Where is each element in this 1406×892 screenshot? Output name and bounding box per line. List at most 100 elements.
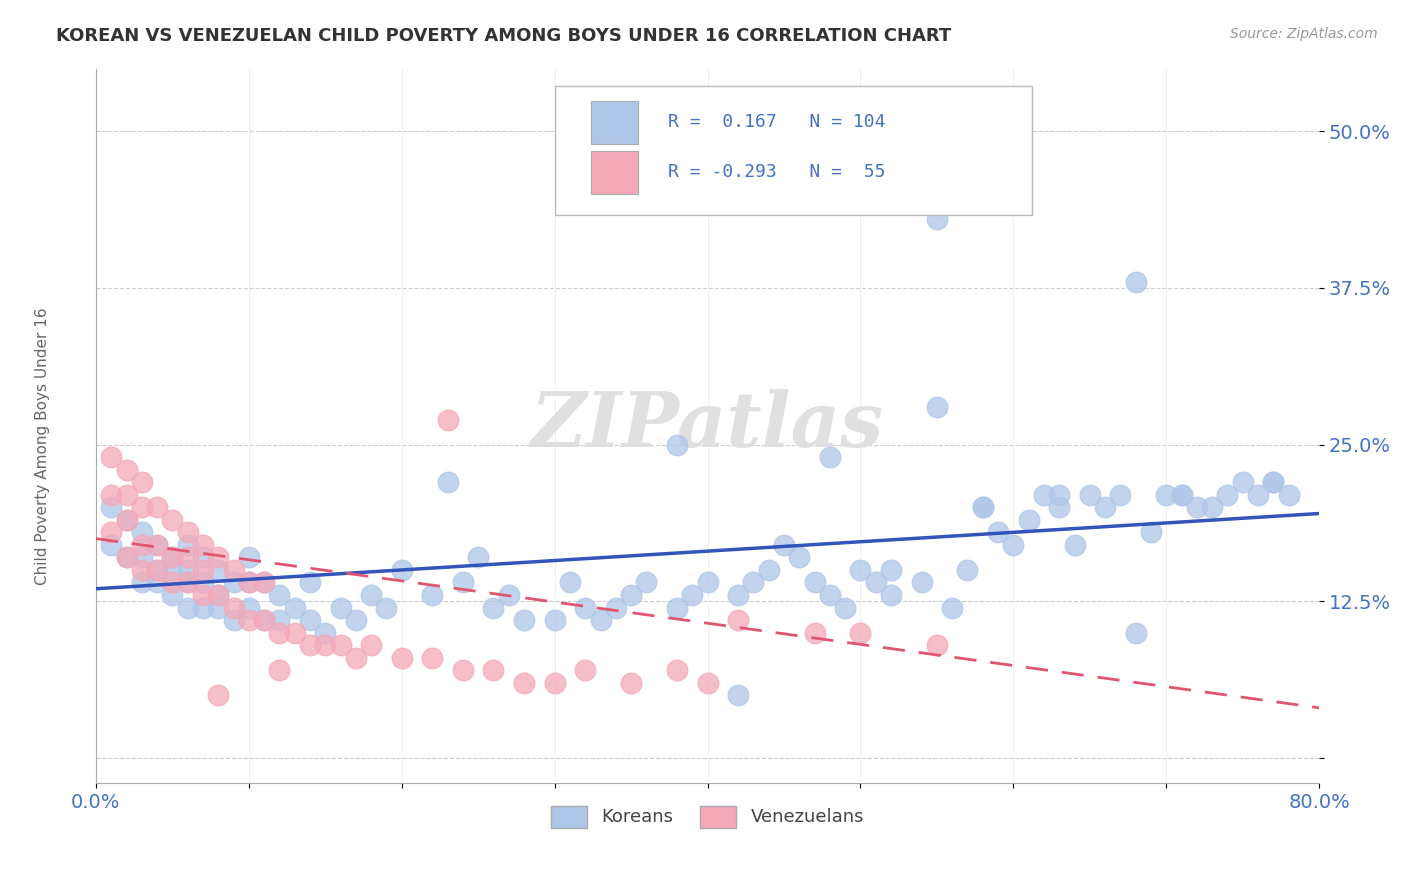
Point xyxy=(131,475,153,490)
Point xyxy=(803,625,825,640)
Point xyxy=(176,575,198,590)
Point xyxy=(131,525,153,540)
Point xyxy=(298,575,321,590)
Text: R =  0.167   N = 104: R = 0.167 N = 104 xyxy=(668,113,886,131)
Point xyxy=(498,588,520,602)
Point xyxy=(131,550,153,565)
Point xyxy=(956,563,979,577)
Point xyxy=(925,638,948,652)
Text: Source: ZipAtlas.com: Source: ZipAtlas.com xyxy=(1230,27,1378,41)
Point xyxy=(1125,275,1147,289)
Point xyxy=(238,575,260,590)
Point xyxy=(620,675,643,690)
Point xyxy=(162,563,184,577)
Point xyxy=(115,488,138,502)
Point xyxy=(238,575,260,590)
Point xyxy=(162,550,184,565)
Point xyxy=(1125,625,1147,640)
Point xyxy=(620,588,643,602)
Point xyxy=(269,663,291,677)
Point xyxy=(1232,475,1254,490)
Point xyxy=(176,550,198,565)
Point xyxy=(558,575,581,590)
Point xyxy=(1018,513,1040,527)
Point xyxy=(467,550,489,565)
Point xyxy=(1170,488,1192,502)
Point xyxy=(482,600,505,615)
Point xyxy=(115,463,138,477)
Point xyxy=(100,500,122,515)
Point xyxy=(391,563,413,577)
Point xyxy=(1185,500,1208,515)
Point xyxy=(865,575,887,590)
Text: Child Poverty Among Boys Under 16: Child Poverty Among Boys Under 16 xyxy=(35,307,49,585)
Point xyxy=(727,613,749,627)
Point xyxy=(849,625,872,640)
Point xyxy=(222,563,245,577)
Point xyxy=(636,575,658,590)
Point xyxy=(162,575,184,590)
Text: KOREAN VS VENEZUELAN CHILD POVERTY AMONG BOYS UNDER 16 CORRELATION CHART: KOREAN VS VENEZUELAN CHILD POVERTY AMONG… xyxy=(56,27,952,45)
Point xyxy=(115,513,138,527)
Point xyxy=(880,588,903,602)
Point xyxy=(253,575,276,590)
Point xyxy=(1263,475,1285,490)
Point xyxy=(115,550,138,565)
Point xyxy=(238,550,260,565)
Point xyxy=(176,575,198,590)
Point xyxy=(146,563,169,577)
Point xyxy=(482,663,505,677)
Point xyxy=(191,600,214,615)
Point xyxy=(543,613,565,627)
Point xyxy=(818,450,841,464)
Text: R = -0.293   N =  55: R = -0.293 N = 55 xyxy=(668,163,886,181)
Point xyxy=(420,650,443,665)
Point xyxy=(665,663,688,677)
Point xyxy=(207,688,229,702)
Text: ZIPatlas: ZIPatlas xyxy=(531,389,884,463)
Point xyxy=(436,475,458,490)
Point xyxy=(1002,538,1025,552)
Point xyxy=(298,638,321,652)
Point xyxy=(834,600,856,615)
Point xyxy=(314,638,336,652)
Point xyxy=(115,550,138,565)
Point xyxy=(574,600,596,615)
FancyBboxPatch shape xyxy=(554,87,1032,215)
Point xyxy=(207,563,229,577)
Point xyxy=(696,675,718,690)
Point xyxy=(146,575,169,590)
Point xyxy=(543,675,565,690)
Point xyxy=(605,600,627,615)
Point xyxy=(1216,488,1239,502)
Point xyxy=(100,488,122,502)
Point xyxy=(207,588,229,602)
Point xyxy=(238,600,260,615)
Point xyxy=(925,211,948,226)
Point xyxy=(1247,488,1270,502)
Point xyxy=(1277,488,1299,502)
Point xyxy=(176,538,198,552)
Point xyxy=(987,525,1010,540)
Point xyxy=(253,575,276,590)
Point xyxy=(284,625,307,640)
Point xyxy=(146,538,169,552)
Point xyxy=(742,575,765,590)
Point xyxy=(100,450,122,464)
Point xyxy=(1032,488,1054,502)
Point xyxy=(910,575,932,590)
Point xyxy=(1154,488,1177,502)
Point xyxy=(191,538,214,552)
Point xyxy=(284,600,307,615)
Point xyxy=(100,538,122,552)
Point xyxy=(191,575,214,590)
Bar xyxy=(592,151,638,194)
Point xyxy=(803,575,825,590)
Point xyxy=(727,688,749,702)
Point xyxy=(681,588,703,602)
Point xyxy=(222,575,245,590)
Point xyxy=(131,500,153,515)
Point xyxy=(1094,500,1116,515)
Point xyxy=(1078,488,1101,502)
Point xyxy=(314,625,336,640)
